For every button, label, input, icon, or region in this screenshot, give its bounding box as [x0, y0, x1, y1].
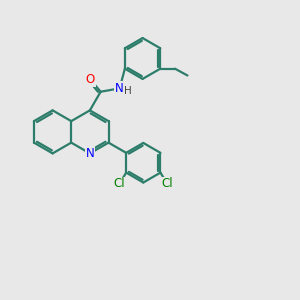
Text: H: H [124, 86, 131, 96]
Text: N: N [115, 82, 124, 95]
Text: Cl: Cl [114, 178, 125, 190]
Text: Cl: Cl [161, 178, 173, 190]
Text: N: N [85, 147, 94, 160]
Text: O: O [86, 73, 95, 86]
